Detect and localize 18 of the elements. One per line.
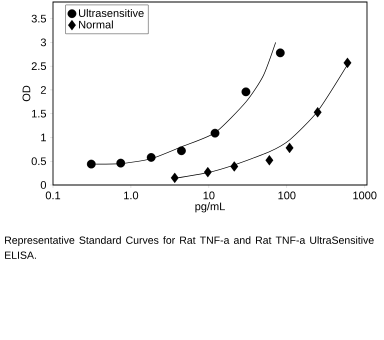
y-tick-label: 3.5 [32, 14, 46, 23]
y-axis-title: OD [22, 86, 30, 102]
x-tick-label: 1.0 [124, 192, 138, 200]
y-tick-label: 2.5 [32, 62, 46, 70]
legend-label: Normal [79, 20, 113, 28]
y-tick-label: 1.5 [32, 110, 46, 118]
x-tick-label: 1000 [353, 192, 376, 200]
x-tick-label: 100 [278, 192, 296, 200]
y-tick-label: 0 [40, 181, 46, 189]
x-tick-label: 0.1 [46, 192, 60, 200]
text: Representative Standard Curves for Rat TNF-a and Rat TNF-a UltraSensitive ELISA. [5, 236, 374, 259]
legend-label: Ultrasensitive [79, 8, 144, 18]
y-tick-label: 2 [40, 86, 46, 94]
x-tick-label: 10 [204, 192, 215, 200]
y-tick-label: 3 [40, 38, 46, 46]
x-axis-title: pg/mL [195, 202, 225, 212]
y-tick-label: 0.5 [32, 157, 46, 166]
y-tick-label: 1 [41, 134, 46, 142]
